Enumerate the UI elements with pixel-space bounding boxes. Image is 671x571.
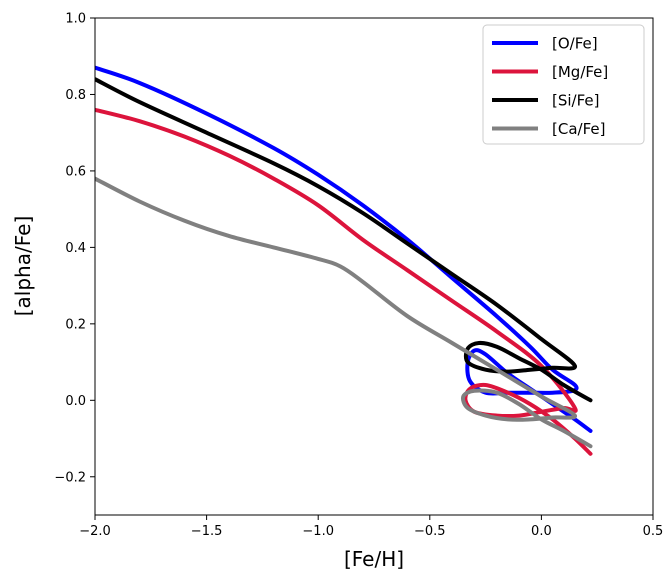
y-tick-label: 0.4 [65, 241, 86, 256]
legend-label: [O/Fe] [552, 35, 598, 53]
legend-label: [Si/Fe] [552, 92, 599, 110]
x-tick-label: 0.0 [531, 524, 552, 539]
legend-label: [Ca/Fe] [552, 120, 605, 138]
plot-frame [94, 17, 654, 516]
x-tick-label: −1.0 [302, 524, 334, 539]
series-layer [95, 65, 593, 456]
y-tick-label: 0.2 [65, 317, 86, 332]
x-tick-label: −1.5 [191, 524, 223, 539]
y-tick-label: 0.6 [65, 164, 86, 179]
x-axis: −2.0 −1.5 −1.0 −0.5 0.0 0.5 [79, 515, 663, 539]
x-tick-label: −2.0 [79, 524, 111, 539]
series-line-3 [95, 176, 593, 449]
y-tick-label: 0.0 [65, 394, 86, 409]
y-tick-label: −0.2 [54, 470, 86, 485]
y-tick-label: 1.0 [65, 12, 86, 27]
y-axis: −0.2 0.0 0.2 0.4 0.6 0.8 1.0 [54, 12, 95, 485]
y-tick-label: 0.8 [65, 88, 86, 103]
y-axis-label: [alpha/Fe] [11, 216, 35, 317]
legend-box [482, 24, 645, 145]
series-line-2 [95, 77, 593, 403]
x-tick-label: 0.5 [643, 524, 664, 539]
legend-label: [Mg/Fe] [552, 63, 608, 81]
x-tick-label: −0.5 [414, 524, 446, 539]
legend: [O/Fe] [Mg/Fe] [Si/Fe] [Ca/Fe] [482, 24, 645, 145]
x-axis-label: [Fe/H] [344, 547, 404, 571]
